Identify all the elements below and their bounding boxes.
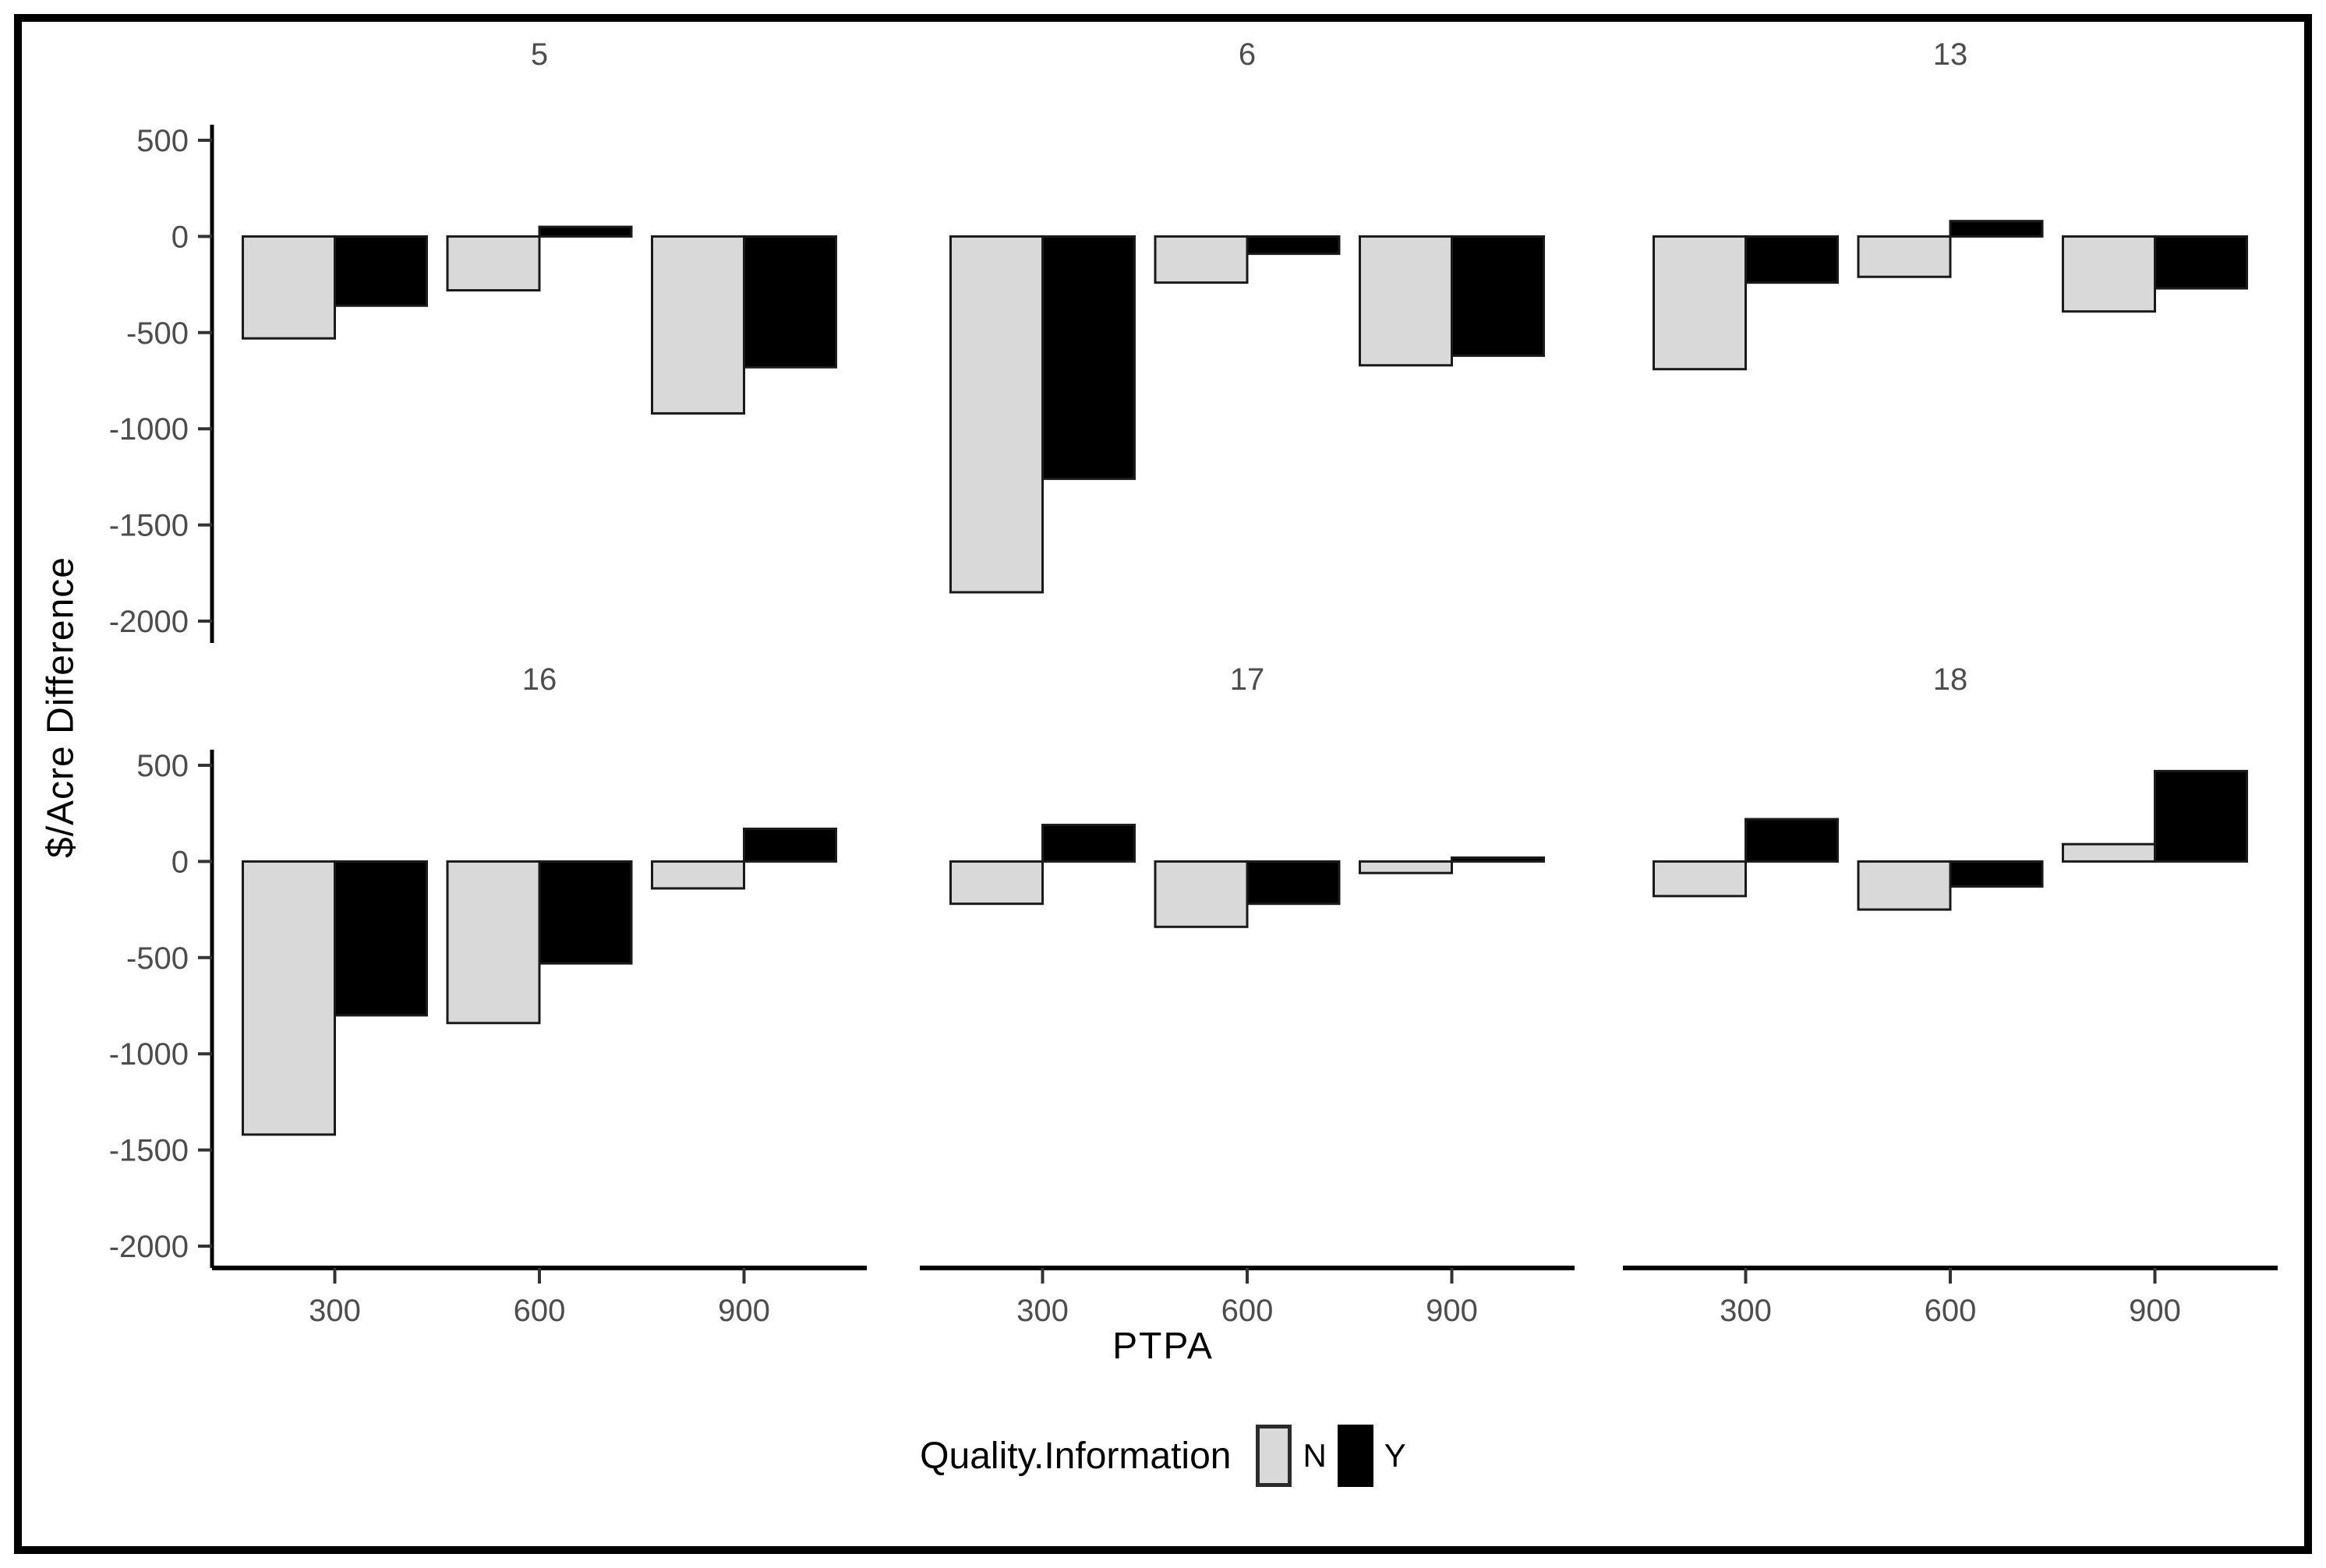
y-tick-label: -1500 — [109, 1134, 189, 1168]
y-tick-label: -1000 — [109, 412, 189, 447]
bar-N-300-facet-6 — [949, 235, 1044, 594]
y-tick-label: -1500 — [109, 509, 189, 543]
facet-panel-5: 500 0 -500 -1000 -1500 -2000 — [109, 124, 837, 643]
x-tick-label: 300 — [1720, 1294, 1772, 1328]
bar-Y-600-facet-18 — [1949, 860, 2044, 888]
bar-N-600-facet-6 — [1154, 235, 1249, 284]
x-tick-label: 900 — [2129, 1294, 2181, 1328]
bar-Y-300-facet-6 — [1041, 235, 1136, 480]
y-tick-label: 0 — [171, 845, 189, 879]
bar-Y-300-facet-17 — [1041, 824, 1136, 863]
facet-title-13: 13 — [1932, 37, 1968, 72]
facet-title-5: 5 — [530, 37, 549, 72]
y-tick-label: 500 — [136, 749, 189, 783]
x-tick-label: 600 — [1925, 1294, 1977, 1328]
bar-N-600-facet-16 — [446, 860, 541, 1025]
bar-N-900-facet-13 — [2062, 235, 2156, 313]
bar-Y-300-facet-5 — [334, 235, 428, 307]
y-tick-label: 500 — [136, 124, 189, 158]
facet-title-6: 6 — [1238, 37, 1257, 72]
facet-panel-17: 300 600 900 — [920, 824, 1575, 1328]
x-tick-label: 300 — [309, 1294, 361, 1328]
bar-N-900-facet-5 — [651, 235, 745, 415]
y-tick-label: -1000 — [109, 1037, 189, 1072]
bar-N-600-facet-18 — [1857, 860, 1952, 911]
facet-panel-18: 300 600 900 — [1623, 769, 2278, 1328]
bar-N-300-facet-13 — [1653, 235, 1747, 371]
y-axis-title: $/Acre Difference — [40, 556, 82, 858]
facet-panel-16: 500 0 -500 -1000 -1500 -2000 300 600 900 — [109, 749, 867, 1328]
bar-N-900-facet-18 — [2062, 842, 2156, 863]
bar-N-900-facet-17 — [1359, 860, 1453, 874]
bar-N-300-facet-5 — [242, 235, 336, 340]
x-tick-label: 900 — [718, 1294, 770, 1328]
legend-label-N: N — [1303, 1437, 1327, 1474]
bar-Y-300-facet-18 — [1744, 818, 1839, 863]
bar-N-300-facet-18 — [1653, 860, 1747, 898]
x-tick-label: 600 — [1221, 1294, 1274, 1328]
bar-Y-600-facet-6 — [1246, 235, 1341, 256]
x-tick-label: 600 — [514, 1294, 566, 1328]
y-tick-label: 0 — [171, 220, 189, 254]
legend: Quality.Information N Y — [0, 1425, 2326, 1487]
x-axis-title: PTPA — [1112, 1326, 1214, 1367]
bar-Y-900-facet-18 — [2154, 769, 2248, 863]
x-tick-label: 300 — [1016, 1294, 1069, 1328]
y-tick-label: -2000 — [109, 605, 189, 639]
y-tick-label: -500 — [126, 941, 189, 976]
facet-title-17: 17 — [1229, 662, 1265, 697]
y-tick-label: -2000 — [109, 1230, 189, 1264]
bar-N-600-facet-17 — [1154, 860, 1249, 928]
legend-label-Y: Y — [1384, 1437, 1406, 1474]
x-tick-label: 900 — [1426, 1294, 1478, 1328]
bar-Y-600-facet-17 — [1246, 860, 1341, 906]
bar-Y-900-facet-13 — [2154, 235, 2248, 290]
facet-panel-6 — [949, 235, 1545, 594]
y-tick-label: -500 — [126, 316, 189, 351]
bar-N-900-facet-16 — [651, 860, 745, 890]
bar-N-300-facet-17 — [949, 860, 1044, 906]
facet-panel-13 — [1653, 220, 2248, 371]
facet-title-16: 16 — [521, 662, 557, 697]
bar-Y-300-facet-13 — [1744, 235, 1839, 284]
legend-swatch-Y — [1337, 1425, 1373, 1487]
bar-Y-600-facet-16 — [538, 860, 633, 965]
facet-title-18: 18 — [1932, 662, 1968, 697]
bar-N-600-facet-5 — [446, 235, 541, 292]
bar-Y-900-facet-6 — [1451, 235, 1545, 357]
bar-N-900-facet-6 — [1359, 235, 1453, 367]
bar-Y-600-facet-5 — [538, 225, 633, 238]
bar-Y-900-facet-16 — [743, 827, 837, 863]
bar-N-600-facet-13 — [1857, 235, 1952, 278]
bar-Y-900-facet-5 — [743, 235, 837, 369]
bar-N-300-facet-16 — [242, 860, 336, 1136]
bar-Y-300-facet-16 — [334, 860, 428, 1017]
legend-swatch-N — [1256, 1425, 1292, 1487]
bar-Y-900-facet-17 — [1451, 856, 1545, 863]
bar-Y-600-facet-13 — [1949, 220, 2044, 238]
legend-title: Quality.Information — [920, 1435, 1232, 1477]
